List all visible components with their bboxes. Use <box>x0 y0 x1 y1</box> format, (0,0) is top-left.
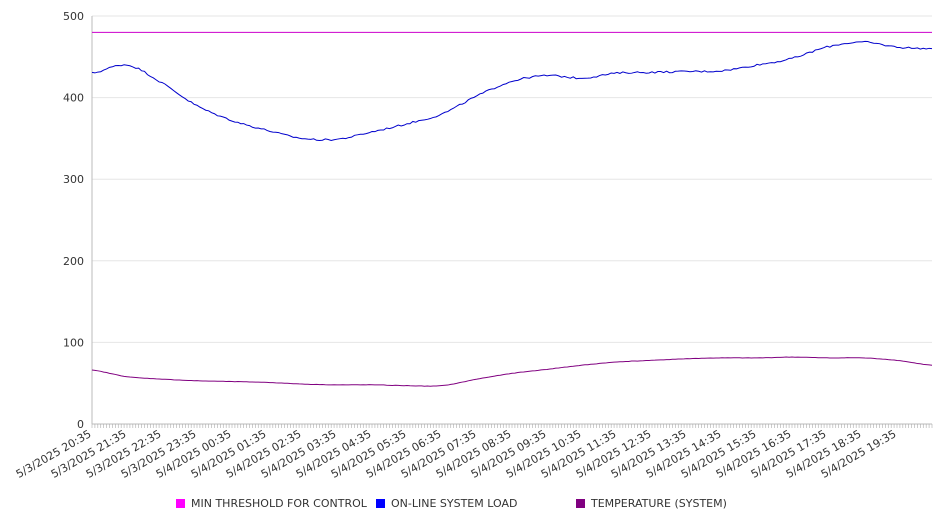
legend: MIN THRESHOLD FOR CONTROL ON-LINE SYSTEM… <box>0 497 946 515</box>
x-tick-labels: 5/3/2025 20:355/3/2025 21:355/3/2025 22:… <box>14 427 899 481</box>
legend-swatch-magenta <box>176 499 185 508</box>
gridlines <box>92 15 932 343</box>
y-tick-label: 200 <box>63 255 84 268</box>
y-tick-label: 300 <box>63 173 84 186</box>
legend-item-min-threshold[interactable]: MIN THRESHOLD FOR CONTROL <box>176 497 367 510</box>
y-tick-label: 500 <box>63 10 84 23</box>
y-tick-label: 400 <box>63 92 84 105</box>
legend-swatch-purple <box>576 499 585 508</box>
legend-label: MIN THRESHOLD FOR CONTROL <box>191 497 367 510</box>
y-tick-label: 100 <box>63 336 84 349</box>
y-tick-label: 0 <box>77 418 84 431</box>
axes <box>91 16 933 428</box>
legend-label: TEMPERATURE (SYSTEM) <box>591 497 727 510</box>
legend-item-temperature[interactable]: TEMPERATURE (SYSTEM) <box>576 497 727 510</box>
series-line-1 <box>91 40 933 142</box>
legend-swatch-blue <box>376 499 385 508</box>
y-tick-labels: 0 100 200 300 400 500 <box>63 10 84 431</box>
series-line-2 <box>91 356 933 387</box>
legend-label: ON-LINE SYSTEM LOAD <box>391 497 518 510</box>
series-lines <box>91 31 933 387</box>
legend-item-system-load[interactable]: ON-LINE SYSTEM LOAD <box>376 497 517 510</box>
